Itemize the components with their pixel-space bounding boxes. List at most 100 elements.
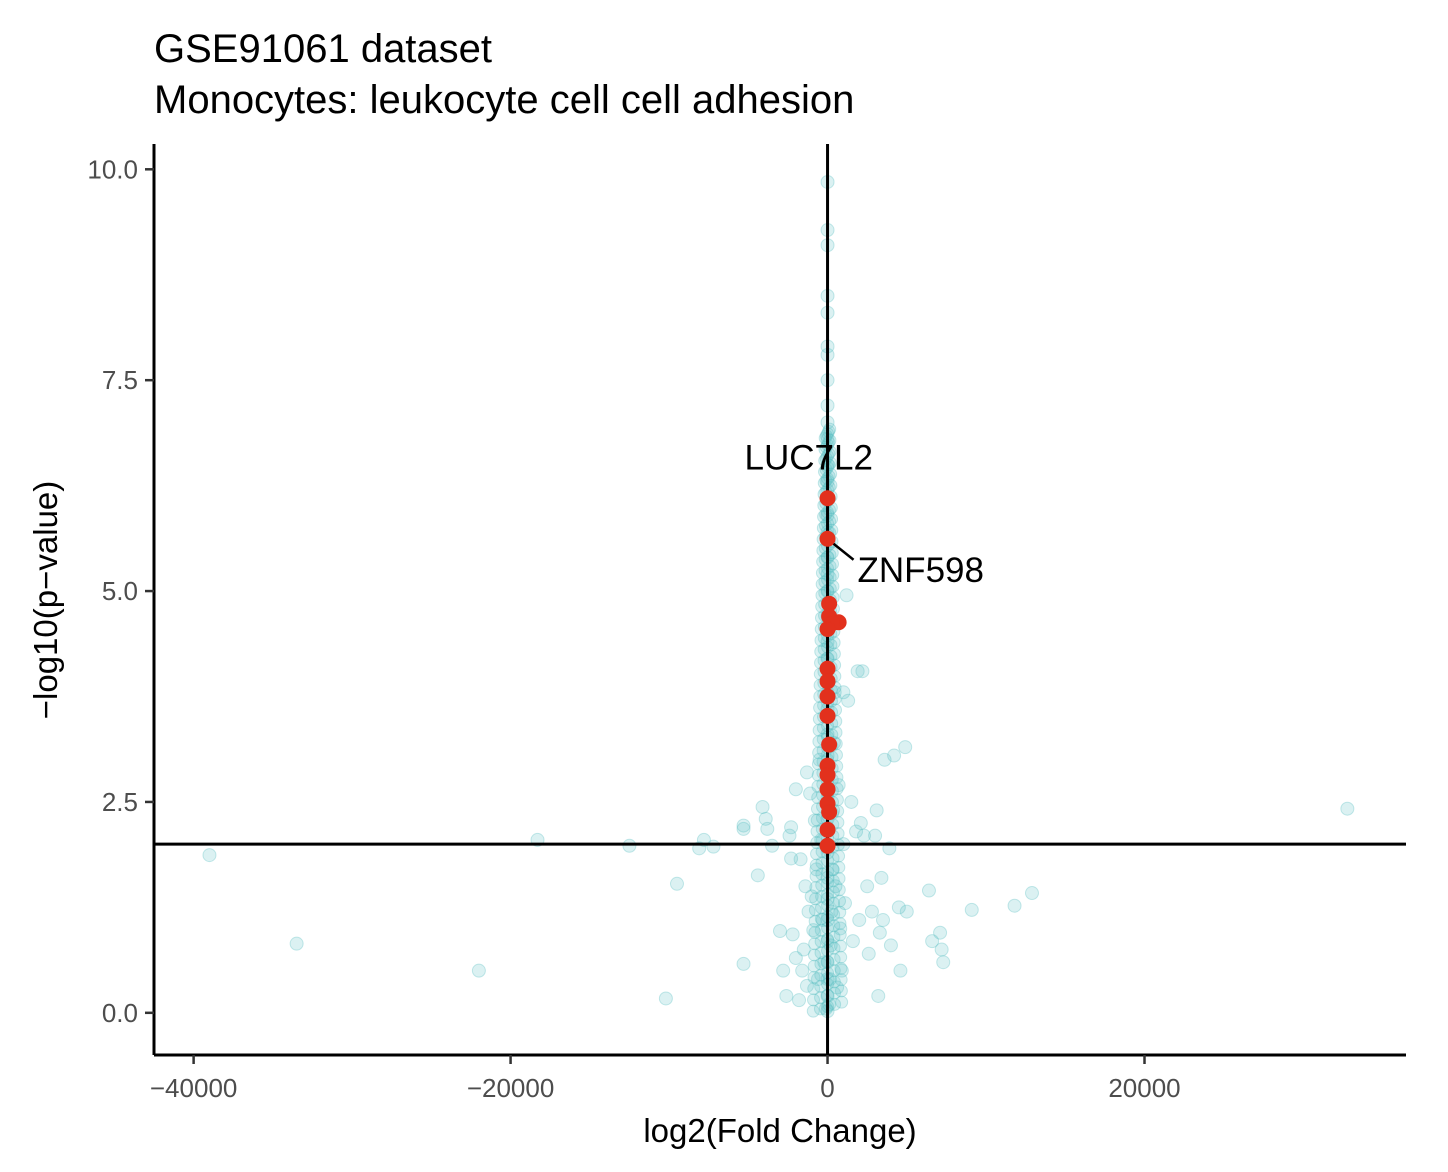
data-point: [855, 664, 870, 679]
data-point: [810, 847, 824, 861]
highlighted-point: [819, 781, 836, 798]
data-point: [839, 588, 854, 603]
data-point: [933, 925, 948, 940]
data-point: [934, 942, 949, 957]
axes: [152, 144, 1406, 1057]
data-point: [812, 723, 826, 737]
data-point: [833, 905, 847, 919]
highlighted-point: [819, 766, 836, 783]
data-point: [876, 913, 891, 928]
data-point: [750, 868, 765, 883]
data-point: [809, 858, 823, 872]
data-point: [849, 824, 864, 839]
data-point: [829, 725, 843, 739]
data-point: [877, 752, 892, 767]
data-point: [807, 959, 821, 973]
gene-label: ZNF598: [858, 551, 984, 590]
data-point: [823, 422, 837, 436]
y-tick-label: 0.0: [102, 998, 138, 1028]
data-point: [798, 879, 813, 894]
data-point: [736, 818, 751, 833]
data-point: [758, 811, 773, 826]
data-point: [782, 828, 797, 843]
x-tick-label: −40000: [150, 1073, 237, 1103]
data-point: [809, 881, 823, 895]
gene-label: LUC7L2: [745, 438, 873, 477]
data-point: [834, 950, 848, 964]
data-point: [706, 839, 721, 854]
highlighted-point: [819, 490, 836, 507]
highlighted-point: [821, 736, 838, 753]
data-point: [784, 851, 799, 866]
data-point: [622, 838, 637, 853]
data-point: [869, 803, 884, 818]
data-point: [1024, 886, 1039, 901]
data-point: [776, 963, 791, 978]
data-point: [809, 892, 823, 906]
data-point: [765, 838, 780, 853]
background-points: [202, 174, 1355, 1019]
data-point: [811, 972, 826, 987]
data-point: [832, 883, 846, 897]
highlighted-points: [819, 490, 847, 854]
data-point: [806, 1004, 820, 1018]
data-point: [815, 913, 830, 928]
data-point: [825, 862, 840, 877]
data-point: [796, 942, 811, 957]
annotation-leader-line: [832, 542, 855, 561]
data-point: [829, 748, 843, 762]
data-point: [809, 869, 823, 883]
data-point: [793, 852, 808, 867]
data-point: [808, 937, 822, 951]
data-point: [853, 816, 868, 831]
data-point: [788, 950, 803, 965]
highlighted-point: [819, 673, 836, 690]
data-point: [812, 746, 826, 760]
data-point: [871, 988, 886, 1003]
data-point: [834, 961, 848, 975]
data-point: [830, 980, 845, 995]
data-point: [850, 664, 865, 679]
data-point: [202, 848, 217, 863]
highlighted-point: [819, 707, 836, 724]
y-tick-label: 2.5: [102, 787, 138, 817]
data-point: [834, 973, 848, 987]
data-point: [832, 849, 846, 863]
y-tick-label: 10.0: [87, 154, 138, 184]
data-point: [289, 936, 304, 951]
data-point: [760, 821, 775, 836]
y-axis-ticks: 0.0 2.5 5.0 7.5 10.0: [87, 154, 154, 1028]
data-point: [755, 800, 770, 815]
data-point: [964, 902, 979, 917]
data-point: [792, 993, 807, 1008]
data-point: [834, 963, 849, 978]
data-point: [925, 934, 940, 949]
data-point: [1340, 801, 1355, 816]
data-point: [841, 693, 856, 708]
highlighted-point: [819, 688, 836, 705]
x-tick-label: 0: [820, 1073, 834, 1103]
data-point: [807, 970, 821, 984]
data-point: [864, 904, 879, 919]
data-point: [806, 923, 821, 938]
data-point: [807, 982, 821, 996]
data-point: [736, 821, 751, 836]
data-point: [936, 955, 951, 970]
data-point: [818, 1001, 833, 1016]
data-point: [833, 916, 847, 930]
data-point: [845, 934, 860, 949]
data-point: [833, 939, 847, 953]
data-point: [779, 988, 794, 1003]
data-point: [899, 904, 914, 919]
data-point: [834, 984, 848, 998]
data-point: [822, 997, 837, 1012]
data-point: [833, 894, 847, 908]
data-point: [868, 828, 883, 843]
data-point: [874, 870, 889, 885]
data-point: [803, 786, 818, 801]
data-point: [891, 900, 906, 915]
data-point: [736, 956, 751, 971]
x-tick-label: −20000: [467, 1073, 554, 1103]
data-point: [1007, 898, 1022, 913]
data-point: [835, 995, 849, 1009]
